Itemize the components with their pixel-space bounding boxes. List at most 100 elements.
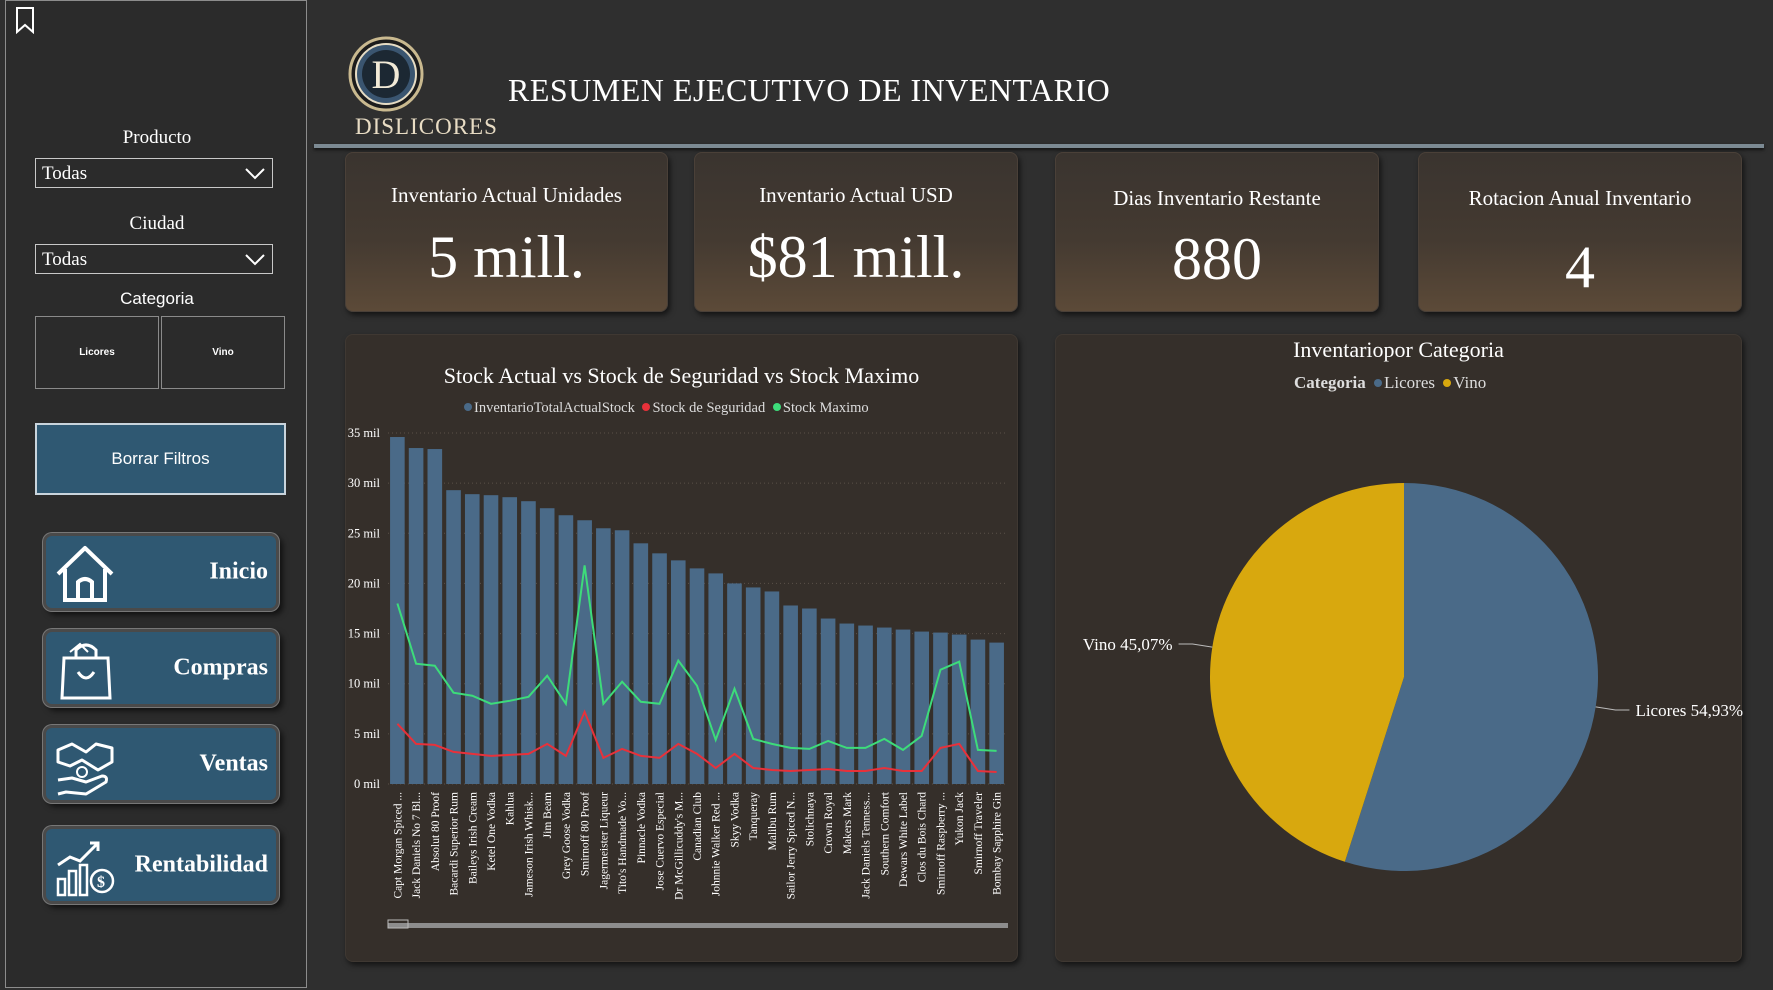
x-tick-label: Bacardi Superior Rum	[449, 792, 461, 896]
nav-ventas-button[interactable]: Ventas	[43, 725, 279, 803]
bar-stock-actual[interactable]	[483, 495, 499, 784]
categoria-vino-button[interactable]: Vino	[161, 316, 285, 389]
logo-text: DISLICORES	[355, 114, 498, 139]
ciudad-value: Todas	[42, 249, 88, 270]
x-tick-label: Jameson Irish Whisk...	[523, 792, 535, 897]
legend-dot-licores	[1374, 379, 1383, 387]
y-tick-label: 5 mil	[354, 727, 381, 741]
chart-scrollbar[interactable]	[388, 923, 1008, 928]
bar-stock-actual[interactable]	[708, 573, 724, 784]
clear-filters-button[interactable]: Borrar Filtros	[35, 423, 286, 495]
x-tick-label: Capt Morgan Spiced ...	[392, 792, 404, 899]
x-tick-label: Baileys Irish Cream	[467, 792, 479, 884]
stock-chart-svg: 0 mil 5 mil 10 mil 15 mil 20 mil 25 mil 30 mil…	[348, 426, 1008, 929]
bar-stock-actual[interactable]	[764, 591, 780, 784]
bar-stock-actual[interactable]	[876, 627, 892, 784]
bar-stock-actual[interactable]	[614, 530, 630, 784]
pie-slice-licores[interactable]	[1344, 483, 1598, 871]
x-tick-label: Southern Comfort	[879, 791, 891, 875]
bar-stock-actual[interactable]	[783, 605, 798, 784]
bar-stock-actual[interactable]	[727, 583, 742, 784]
bar-stock-actual[interactable]	[502, 497, 518, 784]
pie-leader-line	[1178, 643, 1213, 648]
bar-stock-actual[interactable]	[970, 639, 986, 784]
bar-stock-actual[interactable]	[577, 520, 592, 784]
bar-stock-actual[interactable]	[596, 528, 611, 784]
bar-stock-actual[interactable]	[820, 618, 836, 784]
x-tick-label: Jose Cuervo Especial	[655, 792, 667, 890]
ciudad-label: Ciudad	[129, 213, 185, 234]
legend-vino: Vino	[1453, 373, 1487, 392]
bar-stock-actual[interactable]	[670, 560, 686, 784]
line-stock-maximo[interactable]	[396, 565, 997, 752]
scrollbar-thumb[interactable]	[387, 919, 409, 929]
bar-stock-actual[interactable]	[427, 449, 443, 784]
bar-stock-actual[interactable]	[989, 642, 1004, 784]
bar-stock-actual[interactable]	[914, 631, 930, 784]
x-tick-label: Jack Daniels No 7 Bl...	[411, 792, 423, 898]
x-tick-label: Smirnoff 80 Proof	[580, 792, 592, 876]
chevron-down-icon	[244, 164, 266, 187]
svg-text:D: D	[372, 52, 401, 97]
sidebar: Producto Todas Ciudad Todas Categoria Li…	[5, 0, 307, 988]
nav-inicio-button[interactable]: Inicio	[43, 533, 279, 611]
bookmark-icon[interactable]	[14, 6, 36, 39]
pie-slice-vino[interactable]	[1210, 483, 1404, 862]
bar-stock-actual[interactable]	[390, 437, 405, 784]
legend-dot-seguridad	[642, 403, 651, 411]
stock-chart-title: Stock Actual vs Stock de Seguridad vs St…	[443, 363, 920, 388]
legend-licores: Licores	[1384, 373, 1435, 392]
legend-seguridad: Stock de Seguridad	[652, 400, 766, 416]
bar-stock-actual[interactable]	[951, 634, 967, 784]
bar-stock-actual[interactable]	[689, 568, 705, 784]
pie-leader-line	[1595, 706, 1630, 711]
kpi-rotacion-label: Rotacion Anual Inventario	[1468, 186, 1692, 210]
bar-stock-actual[interactable]	[895, 629, 911, 784]
bar-stock-actual[interactable]	[933, 632, 948, 784]
nav-rentabilidad-button[interactable]: $ Rentabilidad	[43, 826, 279, 904]
bar-stock-actual[interactable]	[839, 623, 855, 784]
line-stock-seguridad[interactable]	[396, 709, 997, 773]
shopping-bag-icon	[52, 638, 118, 707]
kpi-card-unidades: Inventario Actual Unidades 5 mill.	[345, 152, 668, 312]
bar-stock-actual[interactable]	[521, 501, 536, 784]
pie-data-label: Licores 54,93%	[1635, 701, 1743, 720]
bar-stock-actual[interactable]	[408, 448, 424, 784]
x-tick-label: Smirnoff Raspberry ...	[935, 792, 947, 895]
bar-stock-actual[interactable]	[633, 543, 649, 784]
kpi-dias-label: Dias Inventario Restante	[1113, 186, 1321, 210]
x-tick-label: Clos du Bois Chard	[917, 792, 929, 883]
x-tick-label: Canadian Club	[692, 792, 704, 861]
kpi-unidades-label: Inventario Actual Unidades	[391, 183, 622, 207]
growth-chart-icon: $	[52, 835, 118, 904]
kpi-dias-value: 880	[1172, 226, 1262, 292]
page-title: RESUMEN EJECUTIVO DE INVENTARIO	[508, 72, 1111, 108]
ciudad-dropdown[interactable]: Todas	[35, 244, 273, 274]
nav-inicio-label: Inicio	[209, 558, 268, 585]
bar-stock-actual[interactable]	[446, 490, 461, 784]
nav-compras-button[interactable]: Compras	[43, 629, 279, 707]
kpi-usd-value: $81 mill.	[747, 224, 965, 290]
bar-stock-actual[interactable]	[745, 587, 761, 784]
bar-stock-actual[interactable]	[558, 515, 574, 784]
y-tick-label: 35 mil	[348, 426, 381, 440]
x-tick-label: Jagermeister Liqueur	[598, 792, 610, 890]
nav-rentabilidad-label: Rentabilidad	[134, 851, 268, 878]
x-tick-label: Tito's Handmade Vo...	[617, 792, 629, 894]
bar-stock-actual[interactable]	[858, 625, 873, 784]
kpi-card-rotacion: Rotacion Anual Inventario 4	[1418, 152, 1742, 312]
bar-stock-actual[interactable]	[802, 608, 817, 785]
kpi-unidades-value: 5 mill.	[428, 224, 585, 290]
x-tick-label: Dewars White Label	[898, 792, 910, 887]
kpi-usd-label: Inventario Actual USD	[759, 183, 953, 207]
pie-chart-svg: Licores 54,93% Vino 45,07%	[1083, 483, 1743, 871]
bar-stock-actual[interactable]	[464, 494, 480, 784]
producto-dropdown[interactable]: Todas	[35, 158, 273, 188]
kpi-card-usd: Inventario Actual USD $81 mill.	[694, 152, 1018, 312]
bar-stock-actual[interactable]	[652, 553, 667, 784]
bar-stock-actual[interactable]	[539, 508, 555, 784]
x-tick-label: Grey Goose Vodka	[561, 792, 573, 879]
categoria-licores-button[interactable]: Licores	[35, 316, 159, 389]
legend-stock: InventarioTotalActualStock	[474, 400, 635, 416]
x-tick-label: Bombay Sapphire Gin	[992, 792, 1004, 895]
